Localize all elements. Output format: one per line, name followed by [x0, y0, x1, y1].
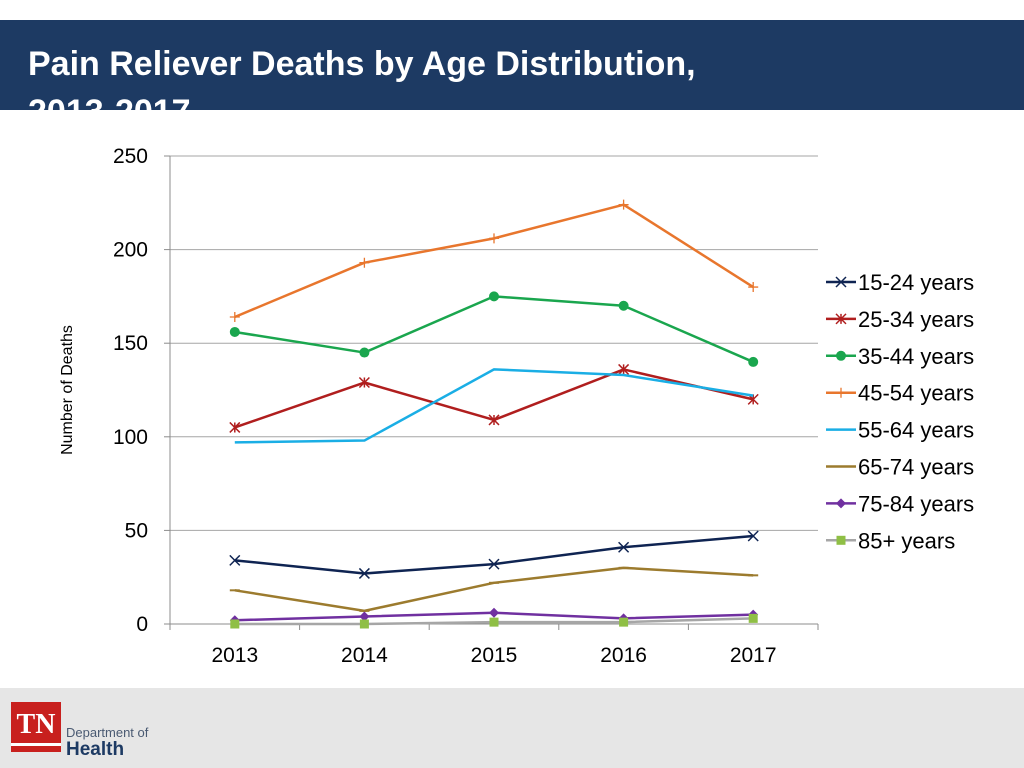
- data-point: [359, 257, 370, 268]
- data-point: [358, 567, 370, 579]
- data-point: [618, 199, 629, 210]
- y-tick-label: 0: [136, 613, 148, 636]
- data-point: [618, 300, 629, 311]
- marker-square: [619, 617, 629, 627]
- data-point: [488, 558, 500, 570]
- y-tick-label: 250: [113, 145, 148, 168]
- data-point: [359, 347, 370, 358]
- marker-square: [230, 619, 240, 629]
- marker-circle: [618, 300, 629, 311]
- tn-logo: TN: [11, 702, 61, 752]
- y-axis-label: Number of Deaths: [59, 325, 76, 455]
- series-line-1: [234, 534, 754, 575]
- legend-marker: [836, 535, 846, 545]
- marker-plus: [229, 311, 240, 322]
- slide-title: Pain Reliever Deaths by Age Distribution…: [28, 45, 696, 131]
- marker-star: [618, 363, 630, 375]
- marker-x: [835, 276, 847, 288]
- data-point: [748, 282, 759, 293]
- marker-star: [488, 414, 500, 426]
- data-point: [229, 554, 241, 566]
- legend-marker: [835, 313, 847, 325]
- department-label: Department of: [66, 725, 149, 740]
- y-tick-label: 50: [125, 519, 148, 542]
- marker-plus: [836, 387, 846, 398]
- data-point: [358, 376, 370, 389]
- data-point: [618, 541, 630, 553]
- x-tick-label: 2017: [730, 644, 777, 667]
- legend-marker: [836, 387, 846, 398]
- legend-marker: [836, 350, 846, 361]
- line-chart: 0 50 100 150 200 250 2013 2014 2015 2016 2017 Numbe…: [59, 145, 974, 667]
- series-line-6: [234, 566, 754, 613]
- data-point: [748, 613, 758, 623]
- marker-circle: [836, 350, 846, 361]
- data-point: [359, 611, 370, 622]
- marker-x: [229, 554, 241, 566]
- data-point: [747, 530, 759, 542]
- y-tick-label: 150: [113, 332, 148, 355]
- marker-star: [835, 313, 847, 325]
- marker-x: [747, 530, 759, 542]
- data-point: [748, 356, 759, 367]
- marker-diamond: [359, 611, 370, 622]
- marker-circle: [229, 326, 240, 337]
- marker-diamond: [836, 498, 846, 509]
- legend-label: 15-24 years: [858, 270, 974, 295]
- x-tick-label: 2015: [471, 644, 518, 667]
- data-point: [489, 617, 499, 627]
- legend-label: 25-34 years: [858, 307, 974, 332]
- title-bar: Pain Reliever Deaths by Age Distribution…: [0, 20, 1024, 131]
- department-name: Health: [66, 739, 125, 760]
- data-point: [229, 421, 241, 433]
- data-point: [489, 607, 499, 618]
- marker-plus: [489, 233, 499, 244]
- marker-square: [836, 535, 846, 545]
- marker-circle: [359, 347, 370, 358]
- legend-label: 75-84 years: [858, 491, 974, 516]
- marker-square: [748, 613, 758, 623]
- marker-x: [358, 567, 370, 579]
- legend-marker: [836, 498, 846, 509]
- series-line-5: [234, 368, 754, 444]
- legend-label: 65-74 years: [858, 455, 974, 480]
- legend-label: 55-64 years: [858, 418, 974, 443]
- marker-star: [358, 376, 370, 389]
- data-point: [489, 233, 499, 244]
- data-point: [359, 619, 369, 629]
- marker-circle: [748, 356, 759, 367]
- y-tick-label: 100: [113, 426, 148, 449]
- legend-label: 45-54 years: [858, 381, 974, 406]
- marker-plus: [748, 282, 759, 293]
- logo-stripe: [11, 743, 61, 746]
- data-point: [229, 326, 240, 337]
- marker-x: [618, 541, 630, 553]
- marker-plus: [359, 257, 370, 268]
- legend-marker: [835, 276, 847, 288]
- data-point: [230, 619, 240, 629]
- marker-star: [229, 421, 241, 433]
- data-point: [488, 414, 500, 426]
- marker-diamond: [489, 607, 499, 618]
- x-tick-label: 2016: [600, 644, 647, 667]
- marker-plus: [618, 199, 629, 210]
- marker-square: [489, 617, 499, 627]
- footer: [0, 688, 1024, 768]
- data-point: [229, 311, 240, 322]
- legend-label: 85+ years: [858, 528, 955, 553]
- x-tick-label: 2013: [211, 644, 258, 667]
- marker-x: [488, 558, 500, 570]
- logo-text: TN: [16, 709, 56, 740]
- marker-circle: [489, 291, 499, 302]
- y-tick-label: 200: [113, 239, 148, 262]
- series-line-3: [234, 295, 754, 364]
- legend-label: 35-44 years: [858, 344, 974, 369]
- data-point: [618, 363, 630, 375]
- data-point: [489, 291, 499, 302]
- x-tick-label: 2014: [341, 644, 388, 667]
- marker-square: [359, 619, 369, 629]
- data-point: [619, 617, 629, 627]
